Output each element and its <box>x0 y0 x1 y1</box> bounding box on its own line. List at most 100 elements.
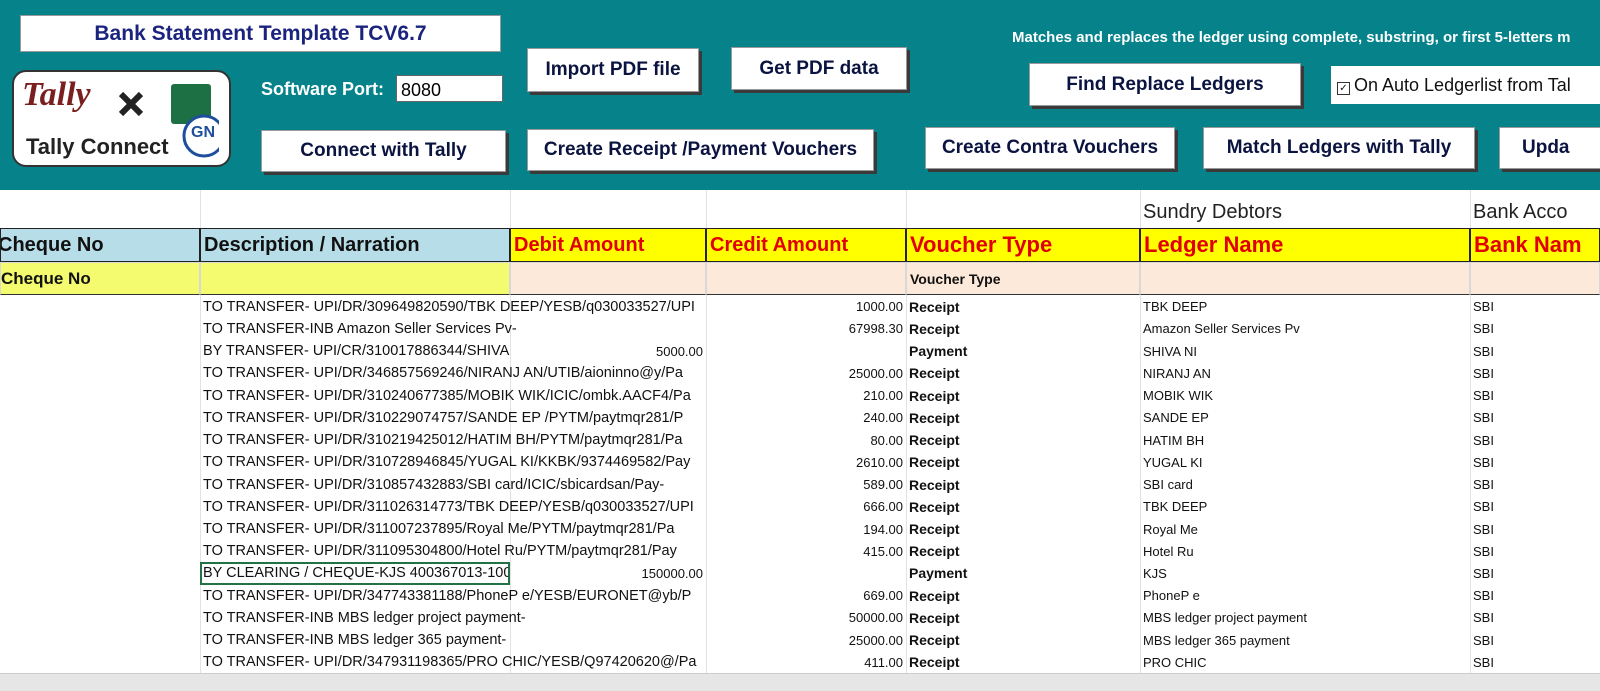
description-cell: TO TRANSFER- UPI/DR/311007237895/Royal M… <box>203 521 675 537</box>
credit-cell: 415.00 <box>863 543 903 559</box>
ledger-cell: SANDE EP <box>1143 410 1209 426</box>
get-pdf-button[interactable]: Get PDF data <box>731 47 907 90</box>
debit-cell: 5000.00 <box>656 343 703 359</box>
create-receipt-button[interactable]: Create Receipt /Payment Vouchers <box>527 129 874 171</box>
bank-cell: SBI <box>1473 499 1494 515</box>
bank-cell: SBI <box>1473 388 1494 404</box>
ledger-cell: Amazon Seller Services Pv <box>1143 321 1300 337</box>
voucher-type-cell: Receipt <box>909 632 960 649</box>
description-cell: TO TRANSFER-INB MBS ledger 365 payment- <box>203 632 507 649</box>
logo-badge: GN <box>191 124 215 141</box>
template-title: Bank Statement Template TCV6.7 <box>20 15 501 52</box>
ledger-cell: MBS ledger project payment <box>1143 610 1308 626</box>
scrollbar <box>0 673 1600 691</box>
bank-cell: SBI <box>1473 410 1494 426</box>
port-input[interactable]: 8080 <box>396 75 503 102</box>
credit-cell: 1000.00 <box>856 299 903 315</box>
subheader-cell <box>510 262 706 295</box>
gn-badge <box>182 114 219 158</box>
ledger-cell: Royal Me <box>1143 521 1198 537</box>
logo-icons <box>119 84 219 158</box>
voucher-type-cell: Receipt <box>909 498 960 515</box>
column-line <box>1140 190 1141 673</box>
voucher-type-cell: Receipt <box>909 476 960 493</box>
create-contra-button[interactable]: Create Contra Vouchers <box>925 127 1175 169</box>
voucher-type-cell: Receipt <box>909 654 960 671</box>
port-label: Software Port: <box>261 79 385 99</box>
bank-cell: SBI <box>1473 477 1494 493</box>
column-header: Debit Amount <box>510 228 706 262</box>
voucher-type-cell: Receipt <box>909 409 960 426</box>
credit-cell: 80.00 <box>870 432 903 448</box>
logo: Tally GN Tally Connect <box>12 70 231 167</box>
description-cell: TO TRANSFER- UPI/DR/347931198365/PRO CHI… <box>203 654 697 671</box>
import-pdf-button[interactable]: Import PDF file <box>527 48 699 92</box>
ledger-cell: KJS <box>1143 565 1167 581</box>
ledger-cell: Hotel Ru <box>1143 543 1194 559</box>
description-cell: TO TRANSFER-INB MBS ledger project payme… <box>203 609 526 626</box>
voucher-type-cell: Receipt <box>909 454 960 471</box>
connect-button[interactable]: Connect with Tally <box>261 130 506 172</box>
bank-cell: SBI <box>1473 654 1494 670</box>
logo-arrows <box>119 91 144 117</box>
ledger-cell: YUGAL KI <box>1143 454 1203 470</box>
hint-text: Matches and replaces the ledger using co… <box>1012 29 1571 46</box>
find-replace-button[interactable]: Find Replace Ledgers <box>1029 63 1301 106</box>
credit-cell: 50000.00 <box>848 610 903 626</box>
subheader-cell <box>706 262 906 295</box>
column-header: Cheque No <box>0 228 200 262</box>
ledger-cell: TBK DEEP <box>1143 299 1208 315</box>
description-cell: BY CLEARING / CHEQUE-KJS 400367013-100 <box>200 562 510 585</box>
logo-caption: Tally Connect <box>26 134 169 159</box>
subheader-cell <box>200 262 510 295</box>
column-header: Credit Amount <box>706 228 906 262</box>
column-line <box>510 190 511 673</box>
description-cell: BY TRANSFER- UPI/CR/310017886344/SHIVA <box>203 343 510 360</box>
column-line <box>1470 190 1471 673</box>
column-header: Description / Narration <box>200 228 510 262</box>
description-cell: TO TRANSFER- UPI/DR/310229074757/SANDE E… <box>203 409 684 426</box>
voucher-type-cell: Receipt <box>909 320 960 337</box>
description-cell: TO TRANSFER-INB Amazon Seller Services P… <box>203 320 517 337</box>
ledger-cell: TBK DEEP <box>1143 499 1208 515</box>
voucher-type-cell: Receipt <box>909 387 960 404</box>
subheader-cell: Voucher Type <box>906 262 1140 295</box>
excel-icon <box>171 84 211 124</box>
bank-cell: SBI <box>1473 299 1494 315</box>
voucher-type-cell: Receipt <box>909 365 960 382</box>
ledger-cell: SHIVA NI <box>1143 343 1197 359</box>
voucher-type-cell: Receipt <box>909 521 960 537</box>
description-cell: TO TRANSFER- UPI/DR/311026314773/TBK DEE… <box>203 498 694 515</box>
credit-cell: 589.00 <box>863 477 903 493</box>
credit-cell: 240.00 <box>863 410 903 426</box>
ledger-cell: PRO CHIC <box>1143 654 1207 670</box>
ledger-cell: PhoneP e <box>1143 588 1200 604</box>
ledger-cell: HATIM BH <box>1143 432 1205 448</box>
bank-cell: SBI <box>1473 321 1494 337</box>
description-cell: TO TRANSFER- UPI/DR/310728946845/YUGAL K… <box>203 454 691 471</box>
match-ledgers-button[interactable]: Match Ledgers with Tally <box>1203 127 1475 169</box>
credit-cell: 2610.00 <box>856 454 903 470</box>
bank-cell: SBI <box>1473 610 1494 626</box>
credit-cell: 666.00 <box>863 499 903 515</box>
update-button[interactable]: Upda <box>1499 127 1600 169</box>
column-header: Voucher Type <box>906 228 1140 262</box>
bank-cell: SBI <box>1473 343 1494 359</box>
column-header: Bank Nam <box>1470 228 1600 262</box>
checkbox[interactable]: ✓ <box>1337 82 1350 95</box>
bank-cell: SBI <box>1473 588 1494 604</box>
bank-cell: SBI <box>1473 543 1494 559</box>
description-cell: TO TRANSFER- UPI/DR/311095304800/Hotel R… <box>203 543 677 560</box>
ledger-cell: MBS ledger 365 payment <box>1143 632 1290 648</box>
auto-ledger-checkbox[interactable]: ✓ On Auto Ledgerlist from Tal <box>1331 66 1600 104</box>
bank-cell: SBI <box>1473 632 1494 648</box>
bank-cell: SBI <box>1473 365 1494 381</box>
bank-cell: SBI <box>1473 454 1494 470</box>
bank-cell: SBI <box>1473 432 1494 448</box>
category-label: Bank Acco <box>1473 200 1568 223</box>
description-cell: TO TRANSFER- UPI/DR/310857432883/SBI car… <box>203 476 665 493</box>
voucher-type-cell: Receipt <box>909 298 960 315</box>
checkbox-label: On Auto Ledgerlist from Tal <box>1354 75 1571 95</box>
debit-cell: 150000.00 <box>641 565 703 581</box>
